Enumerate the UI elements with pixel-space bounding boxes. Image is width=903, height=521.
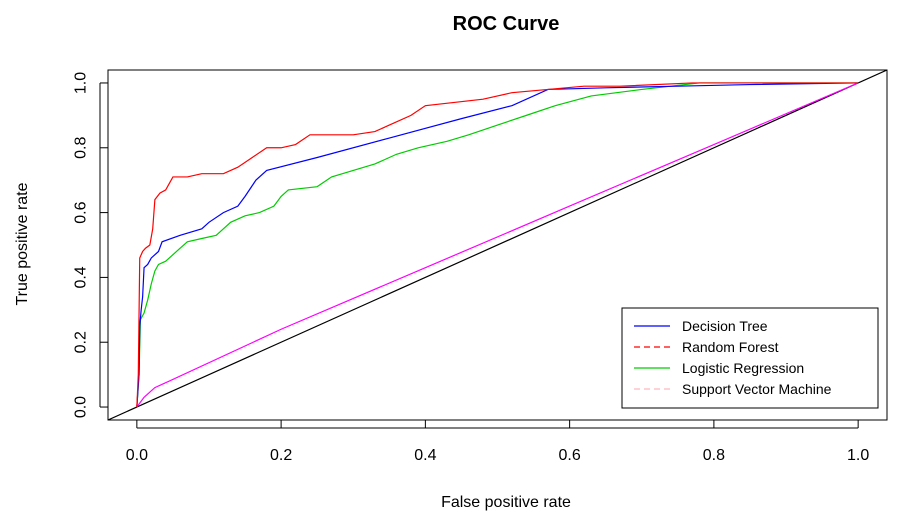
x-tick-label: 0.4 xyxy=(414,447,436,464)
y-tick-label: 0.8 xyxy=(73,137,90,159)
y-tick-label: 0.0 xyxy=(73,396,90,418)
series-line-support-vector-machine xyxy=(136,82,859,408)
legend-label: Random Forest xyxy=(682,339,779,355)
y-tick-label: 0.6 xyxy=(73,201,90,223)
series-line-decision-tree xyxy=(136,82,859,408)
y-axis-title: True positive rate xyxy=(14,182,31,305)
x-tick-label: 0.8 xyxy=(703,447,725,464)
plot-area: 0.0 0.0 0.2 0.2 0.4 0.4 0.6 0.6 0.8 0.8 1.0 1.0 Deci… xyxy=(73,69,888,464)
y-tick-label: 1.0 xyxy=(73,72,90,94)
plot-frame xyxy=(107,69,888,421)
legend-label: Support Vector Machine xyxy=(682,381,832,397)
x-tick-label: 0.2 xyxy=(270,447,292,464)
x-tick-label: 0.0 xyxy=(126,447,148,464)
x-tick-label: 1.0 xyxy=(847,447,869,464)
legend-label: Decision Tree xyxy=(682,318,768,334)
series-line-random-forest xyxy=(136,82,859,408)
legend-label: Logistic Regression xyxy=(682,360,804,376)
x-axis-title: False positive rate xyxy=(441,494,571,511)
chart-title: ROC Curve xyxy=(453,13,560,35)
legend-box xyxy=(621,307,879,409)
y-tick-label: 0.2 xyxy=(73,331,90,353)
y-tick-label: 0.4 xyxy=(73,266,90,288)
x-tick-label: 0.6 xyxy=(559,447,581,464)
series-line-logistic-regression xyxy=(136,82,859,408)
reference-diagonal-line xyxy=(108,70,887,420)
